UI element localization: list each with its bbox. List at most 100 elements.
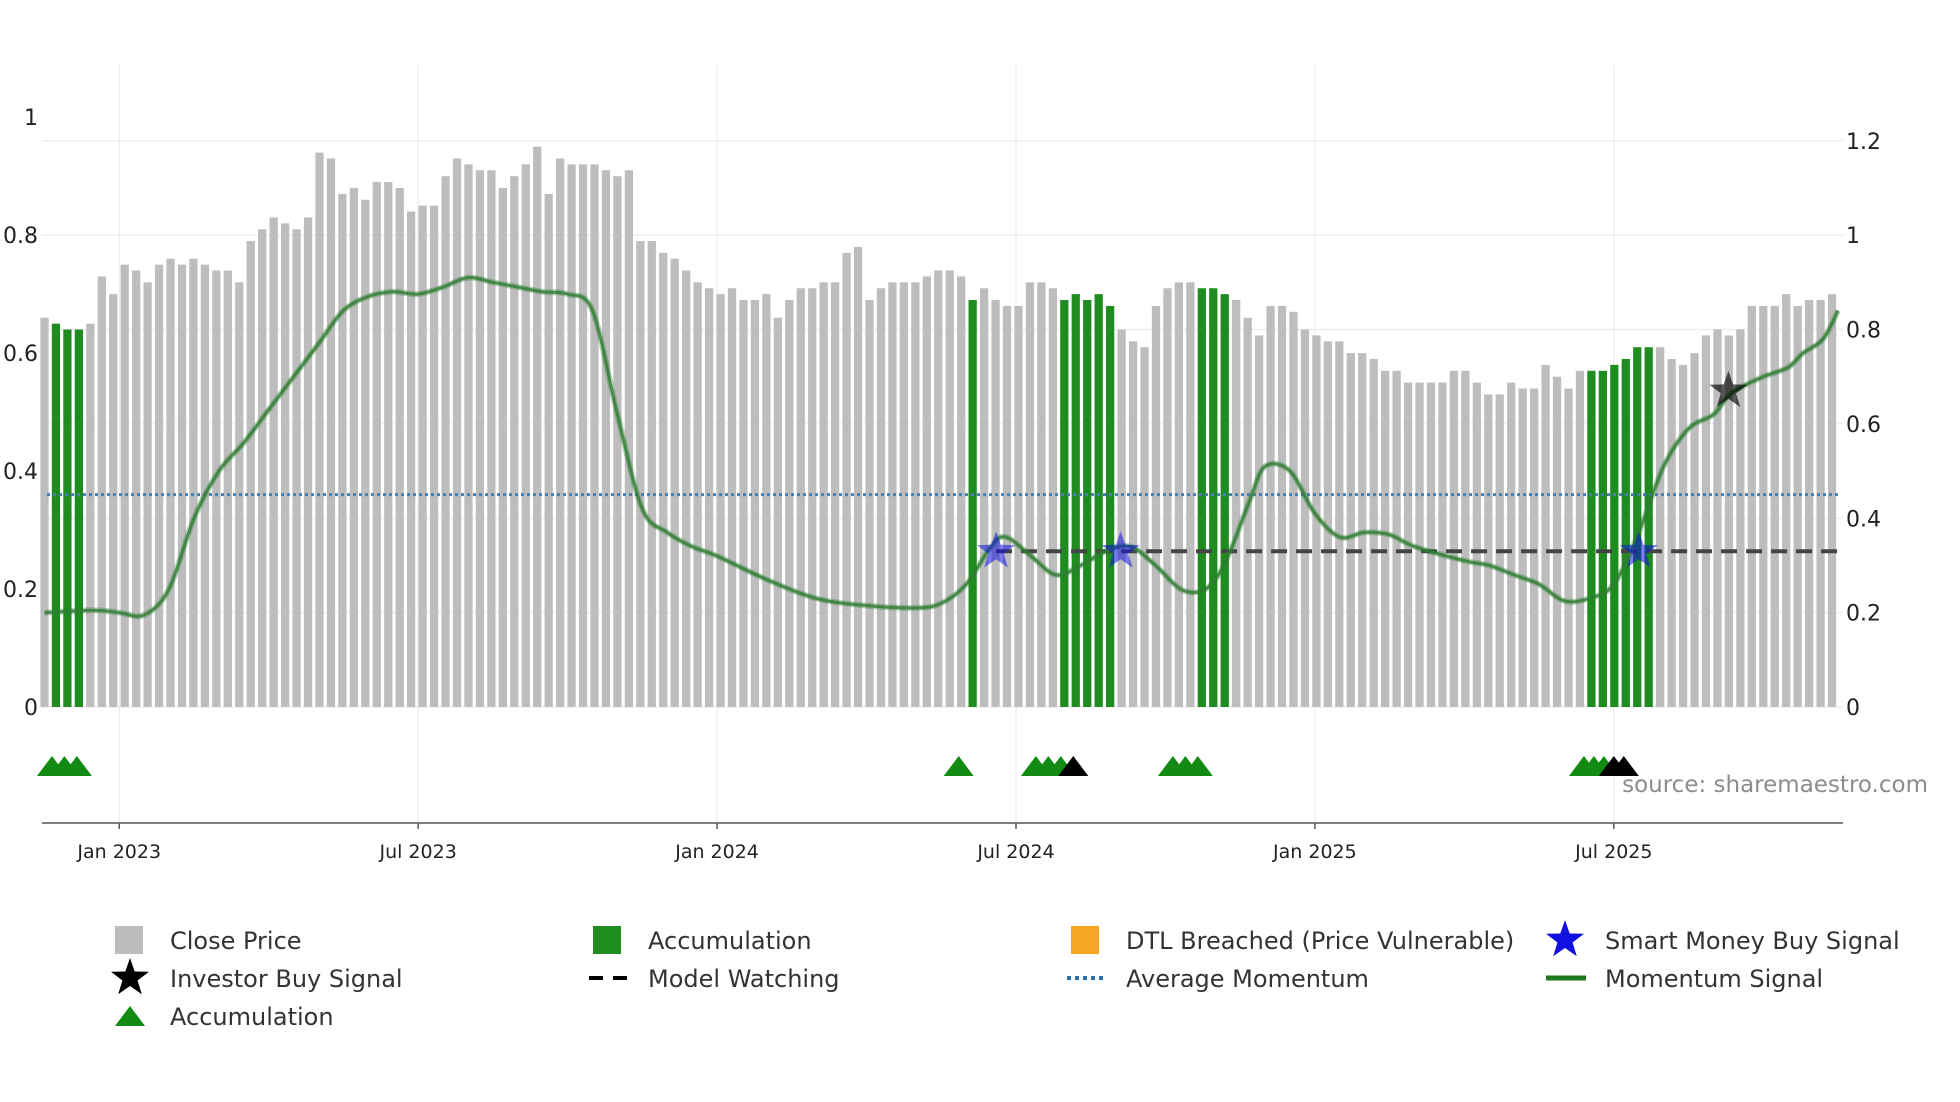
close-price-bar bbox=[441, 176, 450, 708]
close-price-bar bbox=[762, 294, 771, 707]
axes: Jan 2023 Jul 2023 Jan 2024 Jul 2024 Jan 2025… bbox=[3, 106, 1881, 863]
legend-label: Momentum Signal bbox=[1605, 965, 1823, 993]
close-price-bar bbox=[1312, 335, 1321, 707]
legend-item: DTL Breached (Price Vulnerable) bbox=[1071, 926, 1514, 955]
close-price-bar bbox=[143, 282, 152, 707]
accumulation-triangle bbox=[1182, 756, 1213, 776]
y-right-tick-label: 0.4 bbox=[1846, 507, 1881, 532]
close-price-bar bbox=[1117, 329, 1126, 707]
close-price-bar bbox=[888, 282, 897, 707]
close-price-bar bbox=[1507, 382, 1516, 707]
close-price-bar bbox=[1701, 335, 1711, 707]
accumulation-bar bbox=[1220, 294, 1229, 707]
close-price-bar bbox=[1151, 305, 1161, 707]
y-left-tick-label: 1 bbox=[24, 106, 38, 131]
accumulation-bar bbox=[51, 323, 61, 707]
legend-item: Smart Money Buy Signal bbox=[1546, 920, 1900, 957]
legend-label: Average Momentum bbox=[1126, 965, 1369, 993]
close-price-bar bbox=[853, 246, 863, 707]
close-price-bar bbox=[773, 317, 782, 707]
close-price-bar bbox=[647, 241, 656, 708]
y-left-tick-label: 0.4 bbox=[3, 460, 38, 485]
legend-item: Model Watching bbox=[589, 965, 840, 993]
close-price-bar bbox=[498, 187, 507, 707]
accumulation-triangle bbox=[61, 756, 92, 776]
accumulation-bar bbox=[1106, 305, 1115, 707]
legend-item: Momentum Signal bbox=[1546, 965, 1823, 993]
close-price-bar bbox=[1037, 282, 1046, 707]
close-price-bar bbox=[1782, 294, 1791, 707]
accumulation-bar bbox=[968, 300, 977, 707]
accumulation-bar bbox=[1644, 347, 1653, 707]
close-price-bar bbox=[166, 258, 175, 707]
close-price-bar bbox=[1140, 347, 1149, 707]
close-price-bar bbox=[40, 317, 49, 707]
close-price-bar bbox=[578, 164, 588, 707]
y-right-tick-label: 0.8 bbox=[1846, 319, 1881, 344]
close-price-bar bbox=[1770, 305, 1779, 707]
legend-item: Accumulation bbox=[593, 926, 812, 955]
legend-label: Model Watching bbox=[648, 965, 840, 993]
y-right-tick-label: 0.6 bbox=[1846, 413, 1881, 438]
close-price-bar bbox=[1575, 370, 1585, 707]
legend-label: Accumulation bbox=[170, 1003, 334, 1031]
legend-swatch bbox=[593, 926, 621, 954]
close-price-bar bbox=[1335, 341, 1344, 707]
close-price-bar bbox=[1266, 305, 1275, 707]
close-price-bar bbox=[1816, 300, 1825, 707]
close-price-bar bbox=[1415, 382, 1424, 707]
close-price-bar bbox=[1690, 353, 1699, 707]
close-price-bar bbox=[292, 229, 301, 707]
close-price-bar bbox=[384, 182, 393, 707]
close-price-bar bbox=[1323, 341, 1332, 707]
accumulation-bar bbox=[74, 329, 83, 707]
legend-item: Close Price bbox=[115, 926, 302, 955]
close-price-bar bbox=[613, 176, 622, 708]
legend-label: Investor Buy Signal bbox=[170, 965, 403, 993]
legend-triangle-icon bbox=[115, 1006, 145, 1026]
y-left-tick-label: 0 bbox=[24, 696, 38, 721]
close-price-bar bbox=[808, 288, 817, 707]
accumulation-bar bbox=[1209, 288, 1218, 707]
close-price-bar bbox=[177, 264, 187, 707]
close-price-bar bbox=[1174, 282, 1184, 707]
accumulation-triangle bbox=[943, 756, 974, 776]
x-tick-label: Jul 2023 bbox=[378, 841, 456, 863]
y-left-tick-label: 0.6 bbox=[3, 342, 38, 367]
close-price-bar bbox=[1128, 341, 1138, 707]
legend-swatch bbox=[1071, 926, 1099, 954]
close-price-bar bbox=[1484, 394, 1493, 707]
signal-markers bbox=[36, 370, 1748, 776]
close-price-bar bbox=[1254, 335, 1264, 707]
close-price-bar bbox=[1243, 317, 1252, 707]
accumulation-triangle-black bbox=[1608, 756, 1639, 776]
y-left-tick-label: 0.8 bbox=[3, 224, 38, 249]
accumulation-bar bbox=[1060, 300, 1069, 707]
accumulation-bar bbox=[1598, 370, 1607, 707]
close-price-bar bbox=[246, 241, 255, 708]
x-tick-label: Jan 2024 bbox=[674, 841, 759, 863]
close-price-bar bbox=[533, 146, 542, 707]
close-price-bar bbox=[1564, 388, 1573, 707]
momentum-signal-line bbox=[44, 276, 1840, 618]
close-price-bar bbox=[109, 294, 118, 707]
close-price-bar bbox=[842, 252, 851, 707]
close-price-bar bbox=[1346, 353, 1355, 707]
close-price-bar bbox=[1713, 329, 1722, 707]
close-price-bar bbox=[1656, 347, 1665, 707]
close-price-bar bbox=[1277, 305, 1287, 707]
close-price-bar bbox=[1163, 288, 1172, 707]
close-price-bar bbox=[544, 193, 553, 708]
y-right-tick-label: 0 bbox=[1846, 696, 1860, 721]
close-price-bar bbox=[1736, 329, 1745, 707]
close-price-bar bbox=[97, 276, 106, 707]
smart-money-buy-star bbox=[977, 531, 1016, 568]
close-price-bar bbox=[567, 164, 576, 707]
close-price-bar bbox=[361, 199, 370, 707]
close-price-bar bbox=[1289, 311, 1298, 707]
close-price-bar bbox=[372, 182, 381, 707]
close-price-bar bbox=[223, 270, 232, 707]
close-price-bar bbox=[1518, 388, 1527, 707]
x-tick-label: Jul 2025 bbox=[1574, 841, 1652, 863]
